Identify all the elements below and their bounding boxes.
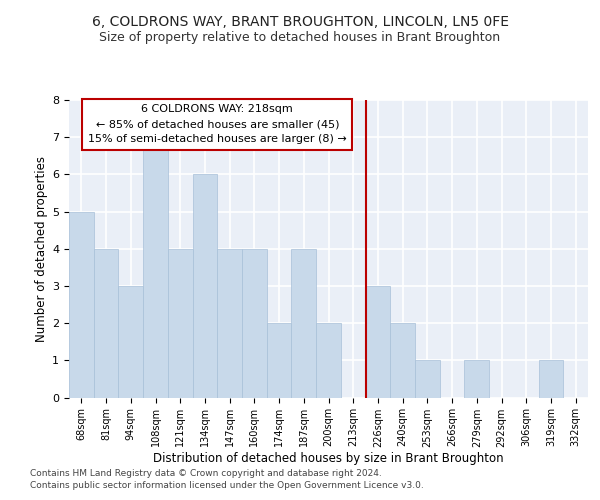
X-axis label: Distribution of detached houses by size in Brant Broughton: Distribution of detached houses by size …: [153, 452, 504, 465]
Bar: [267, 323, 292, 398]
Bar: [168, 249, 193, 398]
Text: 6 COLDRONS WAY: 218sqm
← 85% of detached houses are smaller (45)
15% of semi-det: 6 COLDRONS WAY: 218sqm ← 85% of detached…: [88, 104, 347, 144]
Bar: [464, 360, 489, 398]
Text: Size of property relative to detached houses in Brant Broughton: Size of property relative to detached ho…: [100, 31, 500, 44]
Bar: [415, 360, 440, 398]
Bar: [390, 323, 415, 398]
Text: Contains HM Land Registry data © Crown copyright and database right 2024.: Contains HM Land Registry data © Crown c…: [30, 470, 382, 478]
Bar: [539, 360, 563, 398]
Y-axis label: Number of detached properties: Number of detached properties: [35, 156, 48, 342]
Bar: [118, 286, 143, 398]
Bar: [316, 323, 341, 398]
Bar: [365, 286, 390, 398]
Bar: [94, 249, 118, 398]
Bar: [193, 174, 217, 398]
Text: 6, COLDRONS WAY, BRANT BROUGHTON, LINCOLN, LN5 0FE: 6, COLDRONS WAY, BRANT BROUGHTON, LINCOL…: [91, 16, 509, 30]
Bar: [242, 249, 267, 398]
Bar: [69, 212, 94, 398]
Text: Contains public sector information licensed under the Open Government Licence v3: Contains public sector information licen…: [30, 480, 424, 490]
Bar: [292, 249, 316, 398]
Bar: [217, 249, 242, 398]
Bar: [143, 137, 168, 398]
